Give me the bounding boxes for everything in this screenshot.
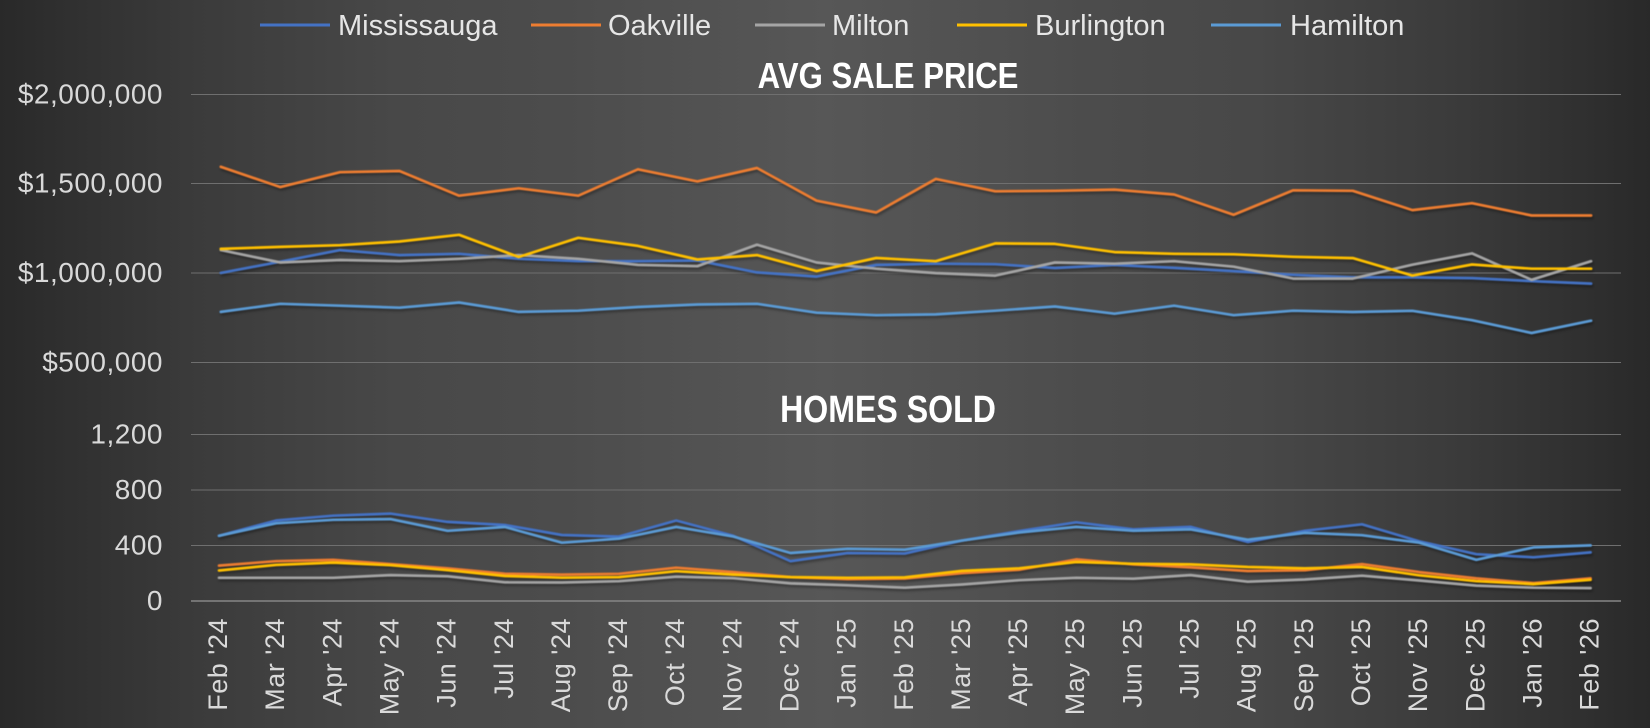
svg-text:May '25: May '25 — [1060, 618, 1090, 715]
svg-text:Nov '24: Nov '24 — [717, 618, 747, 712]
svg-text:$1,500,000: $1,500,000 — [18, 168, 163, 199]
svg-text:Oakville: Oakville — [608, 10, 711, 42]
svg-text:0: 0 — [147, 585, 163, 616]
svg-text:$2,000,000: $2,000,000 — [18, 79, 163, 110]
svg-text:Apr '25: Apr '25 — [1003, 618, 1033, 706]
svg-text:1,200: 1,200 — [90, 419, 163, 450]
svg-text:Mississauga: Mississauga — [338, 10, 498, 42]
svg-text:Feb '26: Feb '26 — [1575, 618, 1605, 711]
svg-text:Milton: Milton — [832, 10, 909, 42]
svg-text:Aug '25: Aug '25 — [1232, 618, 1262, 712]
svg-text:Jun '25: Jun '25 — [1117, 618, 1147, 708]
svg-text:HOMES SOLD: HOMES SOLD — [780, 389, 996, 431]
svg-text:Mar '24: Mar '24 — [260, 618, 290, 711]
svg-text:Mar '25: Mar '25 — [946, 618, 976, 711]
svg-text:Nov '25: Nov '25 — [1403, 618, 1433, 712]
svg-text:Burlington: Burlington — [1035, 10, 1166, 42]
svg-text:$500,000: $500,000 — [42, 347, 163, 378]
svg-text:Jan '26: Jan '26 — [1518, 618, 1548, 708]
svg-text:Sep '24: Sep '24 — [603, 618, 633, 712]
svg-text:Apr '24: Apr '24 — [317, 618, 347, 706]
svg-text:Feb '25: Feb '25 — [889, 618, 919, 711]
svg-text:800: 800 — [115, 474, 163, 505]
svg-text:Jul '25: Jul '25 — [1175, 618, 1205, 699]
svg-text:Oct '25: Oct '25 — [1346, 618, 1376, 706]
svg-text:Jul '24: Jul '24 — [489, 618, 519, 699]
svg-text:Sep '25: Sep '25 — [1289, 618, 1319, 712]
svg-text:Hamilton: Hamilton — [1290, 10, 1404, 42]
svg-text:Dec '25: Dec '25 — [1460, 618, 1490, 712]
svg-text:Feb '24: Feb '24 — [203, 618, 233, 711]
svg-text:Jan '25: Jan '25 — [832, 618, 862, 708]
svg-text:Oct '24: Oct '24 — [660, 618, 690, 706]
svg-text:Dec '24: Dec '24 — [775, 618, 805, 712]
svg-text:Aug '24: Aug '24 — [546, 618, 576, 712]
svg-text:400: 400 — [115, 530, 163, 561]
svg-text:May '24: May '24 — [374, 618, 404, 715]
svg-text:AVG SALE PRICE: AVG SALE PRICE — [758, 57, 1019, 96]
svg-text:$1,000,000: $1,000,000 — [18, 257, 163, 288]
svg-text:Jun '24: Jun '24 — [432, 618, 462, 708]
